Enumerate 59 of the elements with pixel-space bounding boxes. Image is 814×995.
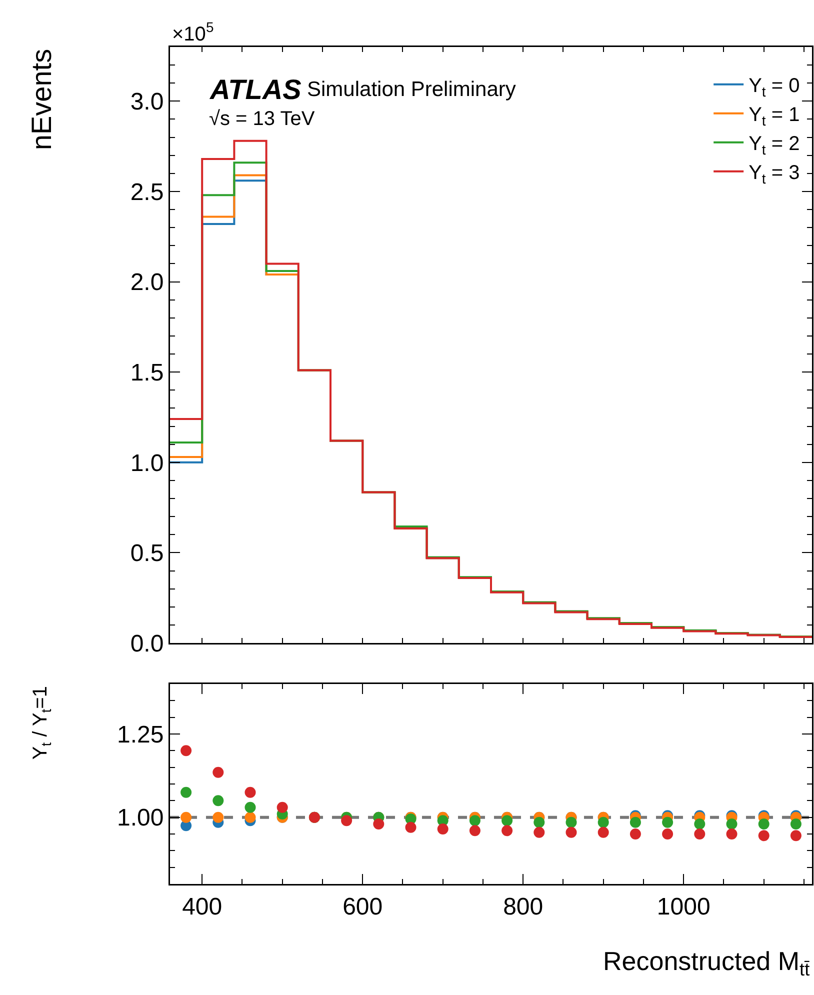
annotation: ATLAS bbox=[209, 74, 302, 105]
legend-label: Y$_{t}$ = 0 bbox=[748, 75, 800, 100]
y-tick-label: 3.0 bbox=[130, 88, 164, 116]
point bbox=[598, 816, 609, 828]
point bbox=[180, 786, 192, 798]
point bbox=[758, 818, 770, 830]
y-tick-label: 0.5 bbox=[130, 540, 164, 568]
x-tick-label: 800 bbox=[503, 893, 544, 920]
point bbox=[566, 826, 577, 838]
point bbox=[373, 818, 384, 830]
legend-label: Y$_{t}$ = 1 bbox=[748, 104, 800, 128]
point bbox=[726, 818, 738, 830]
point bbox=[630, 828, 641, 840]
legend-label: Y$_{t}$ = 2 bbox=[748, 133, 800, 158]
point bbox=[598, 826, 609, 838]
point bbox=[662, 816, 674, 828]
point bbox=[212, 812, 224, 823]
point bbox=[212, 766, 224, 778]
point bbox=[469, 825, 480, 836]
x-axis-title: Reconstructed M$_{tt̄}$ bbox=[603, 946, 810, 980]
x-tick-label: 400 bbox=[182, 893, 222, 920]
point bbox=[790, 818, 802, 830]
point bbox=[534, 816, 545, 828]
point bbox=[212, 795, 224, 806]
point bbox=[180, 745, 192, 756]
point bbox=[694, 818, 706, 830]
point bbox=[758, 830, 770, 842]
y-tick-label: 2.0 bbox=[130, 269, 164, 296]
point bbox=[502, 825, 513, 836]
y-tick-label: 1.5 bbox=[130, 359, 164, 386]
legend-label: Y$_{t}$ = 3 bbox=[748, 162, 800, 186]
point bbox=[244, 812, 256, 823]
y-tick-label: 0.0 bbox=[130, 630, 164, 658]
point bbox=[341, 815, 352, 826]
point bbox=[630, 816, 641, 828]
y-axis-title: nEvents bbox=[26, 48, 58, 150]
y-tick-label: 2.5 bbox=[130, 178, 164, 206]
point bbox=[694, 828, 706, 840]
y-tick-label: 1.25 bbox=[116, 721, 164, 748]
point bbox=[726, 828, 738, 840]
point bbox=[437, 824, 448, 834]
y-tick-label: 1.0 bbox=[130, 450, 164, 477]
annotation: √s = 13 TeV bbox=[209, 108, 316, 130]
y-tick-label: 1.00 bbox=[116, 804, 164, 832]
point bbox=[276, 802, 288, 813]
x-tick-label: 1000 bbox=[656, 893, 710, 920]
point bbox=[662, 828, 674, 840]
point bbox=[244, 786, 256, 798]
point bbox=[405, 822, 416, 833]
point bbox=[534, 826, 545, 838]
point bbox=[566, 816, 577, 828]
point bbox=[469, 815, 480, 826]
x-tick-label: 600 bbox=[342, 893, 383, 920]
annotation: Simulation Preliminary bbox=[307, 78, 516, 101]
point bbox=[180, 812, 192, 823]
point bbox=[790, 830, 802, 842]
text: ×10$^{5}$ bbox=[172, 19, 214, 46]
point bbox=[244, 802, 256, 813]
point bbox=[502, 815, 513, 826]
